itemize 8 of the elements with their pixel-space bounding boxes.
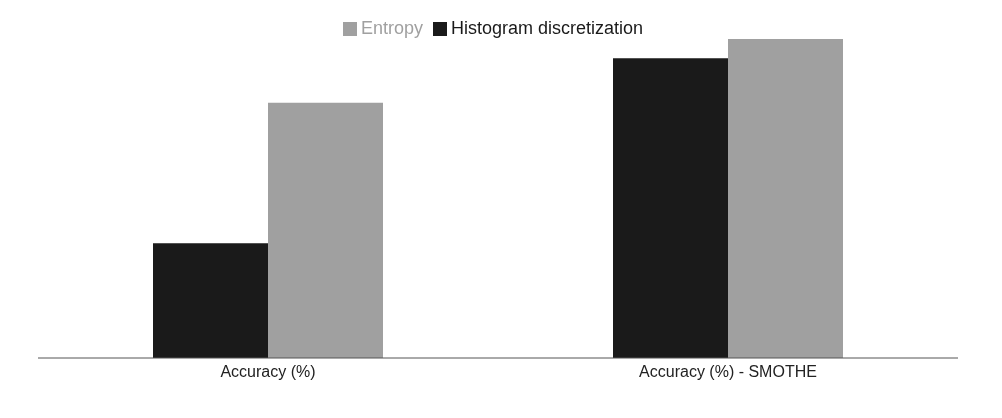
bar [613, 58, 728, 358]
bar [728, 39, 843, 358]
bar [268, 102, 383, 358]
bar [153, 243, 268, 358]
x-tick-label: Accuracy (%) [220, 363, 316, 381]
x-tick-label: Accuracy (%) - SMOTHE [639, 363, 817, 381]
legend-label: Entropy [360, 18, 423, 38]
legend-label: Histogram discretization [450, 18, 644, 38]
